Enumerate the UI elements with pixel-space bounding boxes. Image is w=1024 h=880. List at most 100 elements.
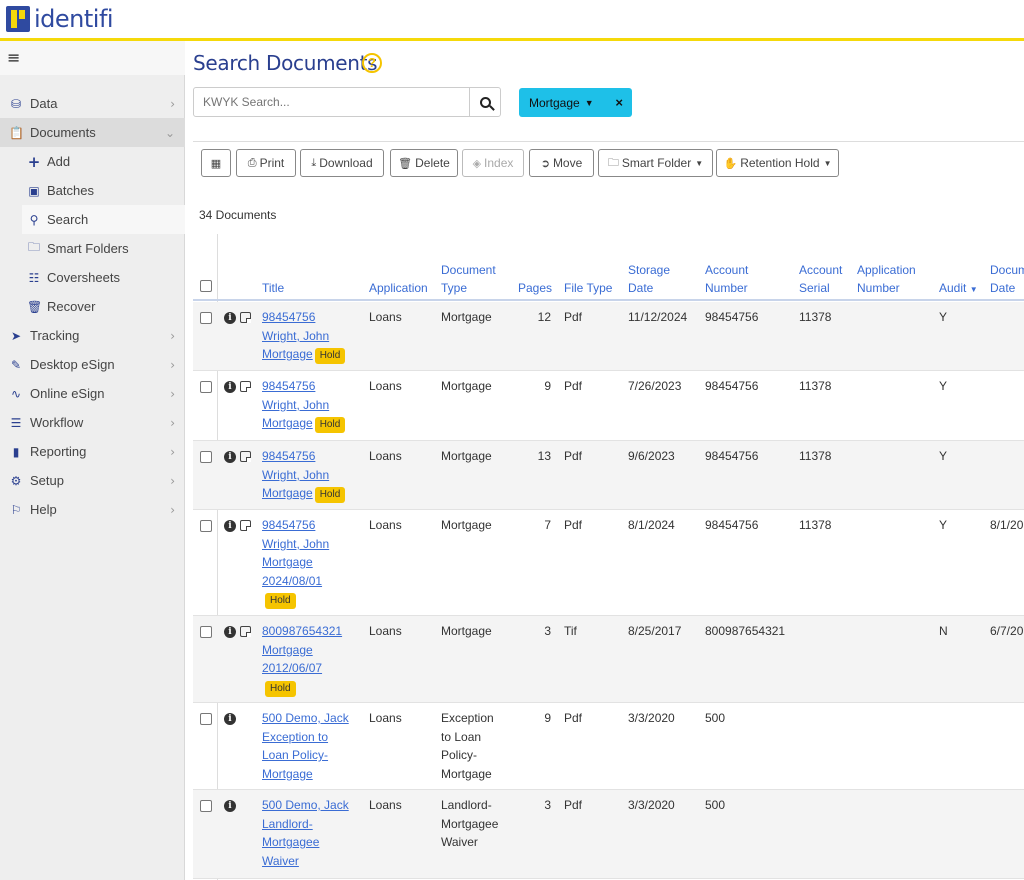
header-account-serial-line2[interactable]: Serial <box>799 281 830 295</box>
row-checkbox[interactable] <box>200 381 212 393</box>
info-icon[interactable]: i <box>224 451 236 463</box>
document-title-link[interactable]: 98454756 <box>262 310 316 324</box>
sidebar-item-add[interactable]: + Add <box>0 147 185 176</box>
note-icon[interactable] <box>240 626 251 637</box>
document-title-link[interactable]: Loan Policy- <box>262 748 329 762</box>
header-file-type[interactable]: File Type <box>564 281 613 295</box>
note-icon[interactable] <box>240 381 251 392</box>
close-icon[interactable]: × <box>615 95 623 110</box>
sidebar-item-tracking[interactable]: ➤ Tracking › <box>0 321 185 350</box>
note-icon[interactable] <box>240 520 251 531</box>
document-title-link[interactable]: Mortgage <box>262 416 313 430</box>
delete-button[interactable]: 🗑 Delete <box>390 149 458 177</box>
brand-logo[interactable]: identifi <box>6 4 114 34</box>
header-account-number-line2[interactable]: Number <box>705 281 748 295</box>
print-button[interactable]: ⎙ Print <box>236 149 296 177</box>
table-row[interactable]: i 800987654321 Mortgage 2012/06/07 Hold Loans… <box>193 616 1024 703</box>
sidebar-item-desktop-esign[interactable]: ✎ Desktop eSign › <box>0 350 185 379</box>
document-title-link[interactable]: 98454756 <box>262 449 316 463</box>
row-checkbox[interactable] <box>200 626 212 638</box>
document-title-link[interactable]: Mortgage <box>262 766 313 781</box>
note-icon[interactable] <box>240 312 251 323</box>
caret-down-icon[interactable]: ▼ <box>584 97 594 108</box>
row-checkbox[interactable] <box>200 451 212 463</box>
document-title-link[interactable]: Wright, John <box>262 467 330 482</box>
header-account-number-line1[interactable]: Account <box>705 263 749 277</box>
move-button[interactable]: ➲ Move <box>529 149 594 177</box>
info-icon[interactable]: i <box>224 626 236 638</box>
header-account-serial-line1[interactable]: Account <box>799 263 843 277</box>
document-title-link[interactable]: Mortgage <box>262 642 313 657</box>
document-title-link[interactable]: Landlord- <box>262 816 313 831</box>
document-title-link[interactable]: Mortgage <box>262 486 313 500</box>
sidebar-item-online-esign[interactable]: ∿ Online eSign › <box>0 379 185 408</box>
header-document-date-line2[interactable]: Date <box>990 281 1016 295</box>
info-icon[interactable]: i <box>224 312 236 324</box>
smart-folder-button[interactable]: 🗀 Smart Folder ▼ <box>598 149 713 177</box>
document-title-link[interactable]: 500 Demo, Jack <box>262 798 349 812</box>
row-checkbox[interactable] <box>200 312 212 324</box>
row-checkbox[interactable] <box>200 800 212 812</box>
document-title-link[interactable]: Wright, John <box>262 397 330 412</box>
table-row[interactable]: i 98454756 Wright, John Mortgage Hold Loans Mo… <box>193 302 1024 371</box>
header-pages[interactable]: Pages <box>518 281 553 295</box>
select-all-checkbox[interactable] <box>200 280 212 292</box>
row-checkbox[interactable] <box>200 713 212 725</box>
menu-toggle-button[interactable]: ≡ <box>0 41 185 75</box>
sidebar-item-workflow[interactable]: ☰ Workflow › <box>0 408 185 437</box>
header-storage-date-line1[interactable]: Storage <box>628 263 671 277</box>
header-title[interactable]: Title <box>262 281 285 295</box>
table-row[interactable]: i 98454756 Wright, John Mortgage 2024/08/01 H… <box>193 510 1024 616</box>
document-title-link[interactable]: Mortgagee <box>262 835 320 849</box>
search-button[interactable] <box>469 87 501 117</box>
table-row[interactable]: i 500 Demo, Jack Landlord- Mortgagee Waiver L… <box>193 790 1024 879</box>
document-title-link[interactable]: Exception to <box>262 729 329 744</box>
title-cell: 500 Demo, Jack Landlord- Mortgagee Waiver <box>262 796 349 870</box>
document-title-link[interactable]: Waiver <box>262 853 299 868</box>
document-title-link[interactable]: Wright, John <box>262 536 330 551</box>
document-title-link[interactable]: Mortgage <box>262 555 313 569</box>
sidebar-item-documents[interactable]: 📋 Documents ⌄ <box>0 118 185 147</box>
info-icon[interactable]: i <box>224 381 236 393</box>
header-document-date-line1[interactable]: Document <box>990 263 1024 277</box>
table-row[interactable]: i 98454756 Wright, John Mortgage Hold Loans Mo… <box>193 441 1024 510</box>
sidebar-item-recover[interactable]: 🗑 Recover <box>0 292 185 321</box>
table-row[interactable]: i 500 Demo, Jack Exception to Loan Policy- M… <box>193 703 1024 790</box>
sidebar-item-data[interactable]: ⛁ Data › <box>0 89 185 118</box>
sidebar-item-help[interactable]: ⚐ Help › <box>0 495 185 524</box>
header-storage-date-line2[interactable]: Date <box>628 281 654 295</box>
document-title-link[interactable]: Wright, John <box>262 328 330 343</box>
kwyk-search-input[interactable] <box>193 87 470 117</box>
document-title-link[interactable]: 2012/06/07 <box>262 661 323 675</box>
info-icon[interactable]: i <box>224 520 236 532</box>
header-application-number-line2[interactable]: Number <box>857 281 900 295</box>
sidebar-item-search[interactable]: ⚲ Search <box>22 205 185 234</box>
retention-hold-button[interactable]: ✋ Retention Hold ▼ <box>716 149 839 177</box>
sidebar-item-batches[interactable]: ▣ Batches <box>0 176 185 205</box>
header-application[interactable]: Application <box>369 281 428 295</box>
document-title-link[interactable]: Mortgage <box>262 347 313 361</box>
header-document-type-line2[interactable]: Type <box>441 281 468 295</box>
table-row[interactable]: i 98454756 Wright, John Mortgage Hold Loans Mo… <box>193 371 1024 441</box>
header-audit[interactable]: Audit ▼ <box>939 279 978 299</box>
sidebar-item-smart-folders[interactable]: 🗀 Smart Folders <box>0 234 185 263</box>
help-icon[interactable]: ? <box>362 53 382 73</box>
info-icon[interactable]: i <box>224 713 236 725</box>
note-icon[interactable] <box>240 451 251 462</box>
document-title-link[interactable]: 800987654321 <box>262 624 343 638</box>
document-title-link[interactable]: 500 Demo, Jack <box>262 711 349 725</box>
document-title-link[interactable]: 2024/08/01 <box>262 573 323 588</box>
download-button[interactable]: ⤓ Download <box>300 149 384 177</box>
sidebar-item-setup[interactable]: ⚙ Setup › <box>0 466 185 495</box>
column-chooser-button[interactable]: ▦ <box>201 149 231 177</box>
info-icon[interactable]: i <box>224 800 236 812</box>
document-title-link[interactable]: 98454756 <box>262 518 316 532</box>
index-button[interactable]: ◈ Index <box>462 149 524 177</box>
header-application-number-line1[interactable]: Application <box>857 263 916 277</box>
header-document-type-line1[interactable]: Document <box>441 263 496 277</box>
sidebar-item-reporting[interactable]: ▮ Reporting › <box>0 437 185 466</box>
sidebar-item-coversheets[interactable]: ☷ Coversheets <box>0 263 185 292</box>
row-checkbox[interactable] <box>200 520 212 532</box>
document-title-link[interactable]: 98454756 <box>262 379 316 393</box>
filter-chip-mortgage[interactable]: Mortgage ▼ × <box>519 88 632 117</box>
